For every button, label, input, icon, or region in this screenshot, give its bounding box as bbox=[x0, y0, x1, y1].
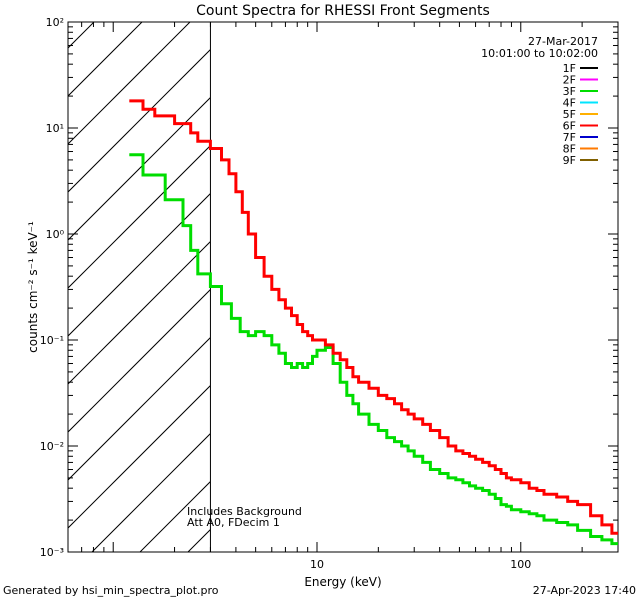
y-tick-label: 10⁰ bbox=[46, 228, 65, 241]
hatch-line bbox=[91, 432, 211, 552]
y-axis-label: counts cm⁻² s⁻¹ keV⁻¹ bbox=[26, 221, 40, 353]
legend-label-2F: 2F bbox=[563, 74, 576, 87]
hatch-line bbox=[0, 0, 88, 552]
legend-label-5F: 5F bbox=[563, 108, 576, 121]
hatch-line bbox=[68, 192, 211, 337]
y-tick-label: 10⁻³ bbox=[40, 546, 64, 559]
x-axis: 10 100 bbox=[67, 22, 619, 571]
hatch-line bbox=[68, 22, 191, 145]
x-tick-label: 100 bbox=[510, 558, 531, 571]
hatch-lines bbox=[0, 0, 211, 552]
excluded-energy-hatch bbox=[0, 0, 211, 552]
observation-date: 27-Mar-2017 bbox=[528, 35, 598, 48]
legend-label-1F: 1F bbox=[563, 62, 576, 75]
series-3F bbox=[129, 153, 618, 546]
legend-label-9F: 9F bbox=[563, 154, 576, 167]
series-group bbox=[129, 99, 618, 546]
y-axis: 10⁻³ 10⁻² 10⁻¹ 10⁰ 10¹ 10² bbox=[40, 16, 618, 559]
hatch-line bbox=[68, 22, 95, 49]
x-tick-label: 10 bbox=[310, 558, 324, 571]
y-tick-label: 10⁻² bbox=[40, 440, 64, 453]
footer-timestamp: 27-Apr-2023 17:40 bbox=[533, 584, 636, 597]
legend-label-4F: 4F bbox=[563, 97, 576, 110]
x-axis-label: Energy (keV) bbox=[304, 575, 381, 589]
observation-time-range: 10:01:00 to 10:02:00 bbox=[481, 47, 598, 60]
hatch-line bbox=[68, 240, 211, 385]
hatch-line bbox=[68, 336, 211, 481]
annotation-attenuator: Att A0, FDecim 1 bbox=[187, 516, 280, 529]
hatch-line bbox=[68, 22, 143, 97]
legend-label-8F: 8F bbox=[563, 143, 576, 156]
legend-label-3F: 3F bbox=[563, 85, 576, 98]
hatch-line bbox=[68, 384, 211, 529]
series-6F bbox=[129, 99, 618, 535]
chart-title: Count Spectra for RHESSI Front Segments bbox=[196, 3, 490, 19]
hatch-line bbox=[68, 96, 211, 241]
hatch-line bbox=[68, 48, 211, 193]
plot-frame bbox=[67, 21, 619, 553]
y-tick-label: 10¹ bbox=[46, 122, 64, 135]
footer-generated-by: Generated by hsi_min_spectra_plot.pro bbox=[3, 584, 219, 597]
legend-label-7F: 7F bbox=[563, 131, 576, 144]
y-tick-label: 10⁻¹ bbox=[40, 334, 64, 347]
hatch-line bbox=[68, 144, 211, 289]
annotation-background: Includes Background bbox=[187, 505, 302, 518]
y-tick-label: 10² bbox=[46, 16, 64, 29]
legend-label-6F: 6F bbox=[563, 120, 576, 133]
hatch-line bbox=[68, 288, 211, 433]
